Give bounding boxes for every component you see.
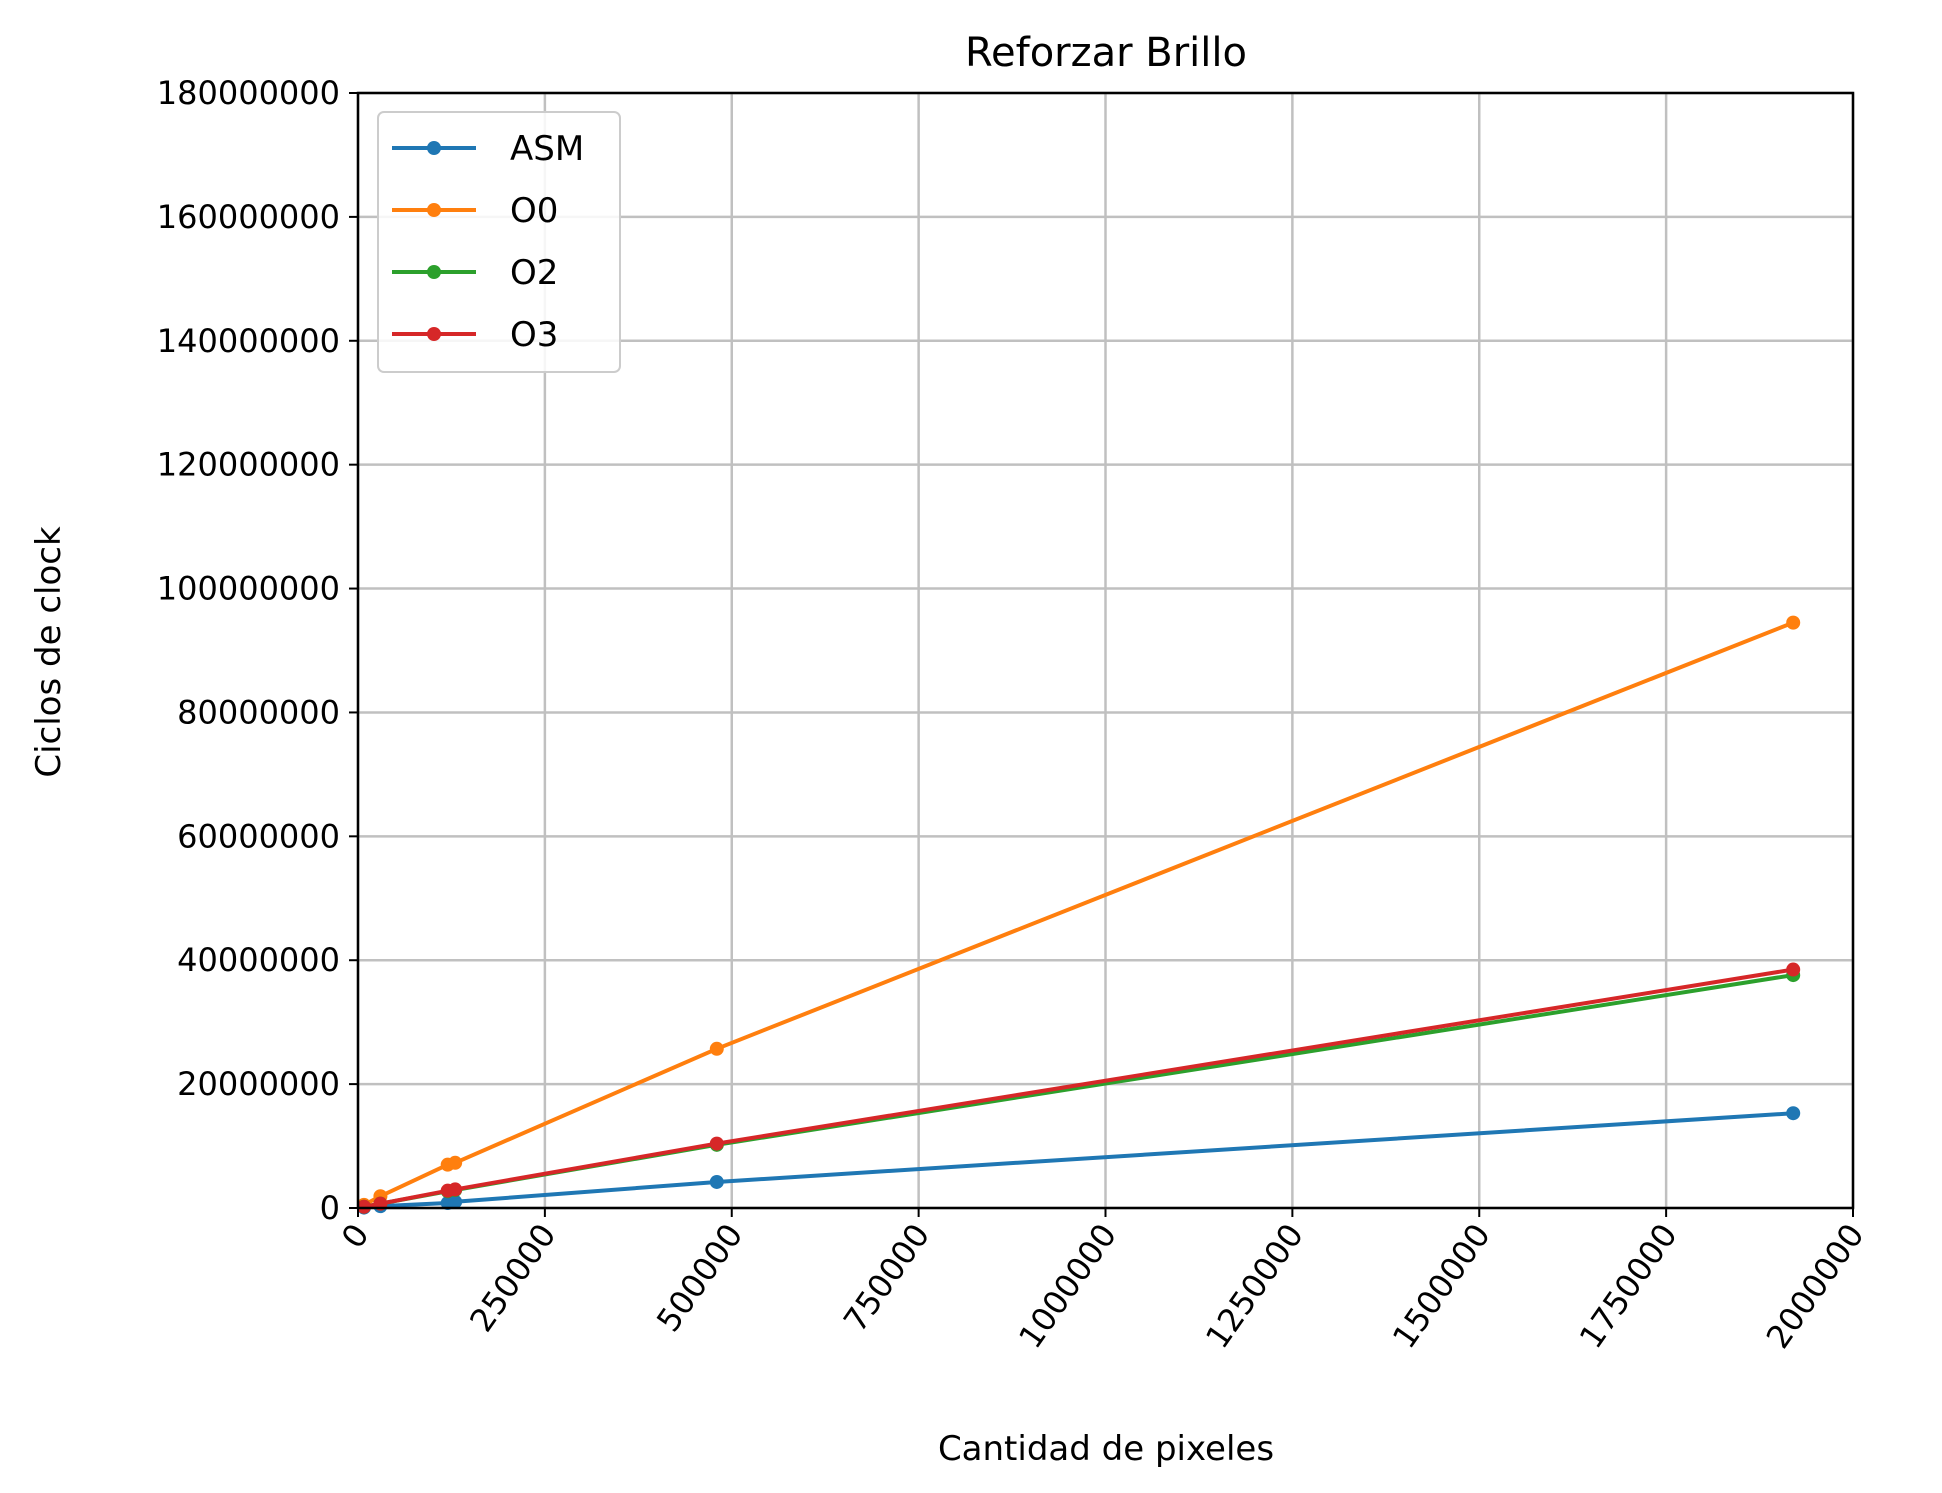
y-tick-label: 100000000 [157,570,340,608]
series-group [356,615,1801,1215]
data-point-asm [1786,1106,1801,1121]
y-tick-label: 80000000 [177,693,340,731]
x-axis-label: Cantidad de pixeles [938,1429,1274,1469]
legend: ASM O0 O2 O3 [377,111,621,373]
legend-entry-o2: O2 [392,253,558,293]
y-tick-label: 160000000 [157,198,340,236]
legend-box [377,111,621,373]
legend-label-o3: O3 [510,315,558,355]
legend-label-asm: ASM [510,129,584,169]
legend-marker-asm [427,141,441,155]
y-axis-label: Ciclos de clock [29,526,69,778]
chart-title: Reforzar Brillo [965,30,1247,76]
data-point-o3 [1786,962,1801,977]
legend-label-o0: O0 [510,191,558,231]
y-tick-label: 60000000 [177,817,340,855]
legend-label-o2: O2 [510,253,558,293]
y-tick-label: 120000000 [157,446,340,484]
legend-entry-o3: O3 [392,315,558,355]
data-point-o3 [709,1136,724,1151]
data-point-o0 [709,1041,724,1056]
y-tick-label: 140000000 [157,322,340,360]
legend-entry-asm: ASM [392,129,584,169]
legend-marker-o3 [427,327,441,341]
y-tick-label: 20000000 [177,1065,340,1103]
y-tick-label: 40000000 [177,941,340,979]
data-point-o0 [1786,615,1801,630]
y-tick-label: 0 [320,1189,340,1227]
data-point-o0 [448,1155,463,1170]
legend-marker-o0 [427,203,441,217]
y-tick-label: 180000000 [157,74,340,112]
data-point-o3 [448,1182,463,1197]
data-point-asm [709,1174,724,1189]
legend-marker-o2 [427,265,441,279]
legend-entry-o0: O0 [392,191,558,231]
data-point-asm [448,1194,463,1209]
